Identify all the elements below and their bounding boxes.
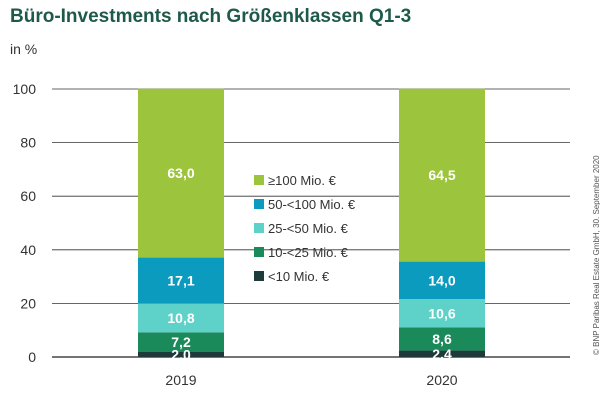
data-label-2020-50-lt100-mio-eur: 14,0 — [428, 272, 455, 288]
bar-segment-2020-ge100-mio-eur — [399, 88, 485, 262]
legend-label-ge100-mio-eur: ≥100 Mio. € — [268, 173, 337, 188]
bar-segment-2019-10-lt25-mio-eur — [138, 332, 224, 352]
copyright-note: © BNP Paribas Real Estate GmbH, 30. Sept… — [592, 155, 600, 355]
data-label-2019-10-lt25-mio-eur: 7,2 — [171, 334, 191, 350]
data-label-2020-25-lt50-mio-eur: 10,6 — [428, 305, 455, 321]
bar-segment-2020-25-lt50-mio-eur — [399, 299, 485, 328]
x-tick-label-2019: 2019 — [165, 372, 196, 388]
y-axis-unit-label: in % — [10, 41, 38, 57]
data-label-2020-10-lt25-mio-eur: 8,6 — [432, 331, 452, 347]
data-label-2019-50-lt100-mio-eur: 17,1 — [167, 272, 194, 288]
data-label-2019-ge100-mio-eur: 63,0 — [167, 165, 194, 181]
legend-label-50-lt100-mio-eur: 50-<100 Mio. € — [268, 197, 356, 212]
bar-segment-2019-ge100-mio-eur — [138, 88, 224, 258]
data-label-2020-lt10-mio-eur: 2,4 — [432, 346, 452, 362]
legend-swatch-lt10-mio-eur — [254, 271, 264, 281]
data-label-2019-lt10-mio-eur: 2,0 — [171, 346, 191, 362]
legend-swatch-ge100-mio-eur — [254, 175, 264, 185]
legend-swatch-50-lt100-mio-eur — [254, 199, 264, 209]
y-tick-label-100: 100 — [13, 81, 37, 97]
bar-segment-2019-lt10-mio-eur — [138, 351, 224, 357]
y-tick-label-0: 0 — [28, 349, 36, 365]
data-label-2020-ge100-mio-eur: 64,5 — [428, 167, 455, 183]
y-tick-label-20: 20 — [20, 295, 36, 311]
legend-label-lt10-mio-eur: <10 Mio. € — [268, 269, 330, 284]
legend-swatch-10-lt25-mio-eur — [254, 247, 264, 257]
y-tick-label-40: 40 — [20, 242, 36, 258]
chart-title: Büro-Investments nach Größenklassen Q1-3 — [10, 6, 412, 27]
x-tick-label-2020: 2020 — [426, 372, 457, 388]
y-tick-label-60: 60 — [20, 188, 36, 204]
bar-segment-2020-10-lt25-mio-eur — [399, 327, 485, 351]
bar-segment-2019-50-lt100-mio-eur — [138, 257, 224, 304]
legend-label-10-lt25-mio-eur: 10-<25 Mio. € — [268, 245, 349, 260]
legend-label-25-lt50-mio-eur: 25-<50 Mio. € — [268, 221, 349, 236]
y-tick-label-80: 80 — [20, 135, 36, 151]
bar-segment-2020-50-lt100-mio-eur — [399, 261, 485, 300]
bar-segment-2020-lt10-mio-eur — [399, 350, 485, 357]
legend-swatch-25-lt50-mio-eur — [254, 223, 264, 233]
bar-segment-2019-25-lt50-mio-eur — [138, 303, 224, 333]
data-label-2019-25-lt50-mio-eur: 10,8 — [167, 310, 194, 326]
